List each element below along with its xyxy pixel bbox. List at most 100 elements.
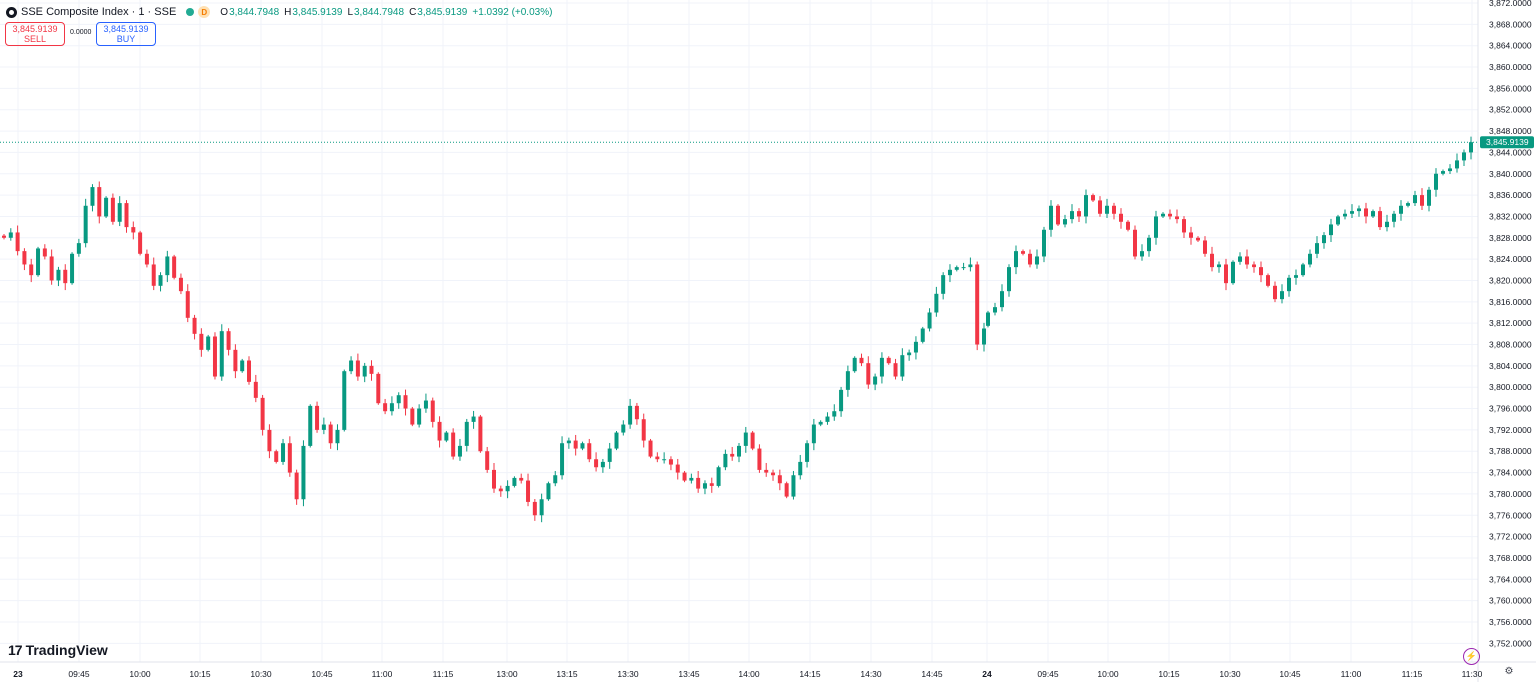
candle-body [1175, 216, 1179, 220]
candle-body [417, 408, 422, 425]
candle [573, 434, 578, 456]
candle-body [1392, 213, 1396, 222]
candle-body [825, 416, 830, 422]
price-tick-label: 3,828.0000 [1489, 233, 1532, 243]
time-tick-label: 24 [982, 669, 992, 679]
candle [1301, 262, 1305, 277]
candle-body [1336, 216, 1340, 225]
close-label: C [409, 6, 417, 18]
candle-body [1133, 229, 1137, 257]
candle [1420, 188, 1424, 211]
candle-body [1441, 171, 1445, 174]
candle-body [471, 416, 476, 422]
candle [777, 469, 782, 491]
candle [737, 442, 741, 463]
candle-body [301, 445, 306, 500]
time-tick-label: 10:15 [1158, 669, 1180, 679]
candle [1427, 186, 1431, 212]
candle [532, 498, 537, 521]
candle [1350, 204, 1354, 219]
candle-body [328, 424, 333, 444]
candle [546, 481, 551, 501]
sell-button[interactable]: 3,845.9139 SELL [5, 22, 65, 46]
price-tick-label: 3,808.0000 [1489, 340, 1532, 350]
candle-body [151, 264, 156, 286]
price-tick-label: 3,780.0000 [1489, 489, 1532, 499]
candles [2, 136, 1473, 523]
candle [1056, 204, 1060, 227]
lightning-icon[interactable]: ⚡ [1463, 648, 1480, 665]
candle-body [1007, 267, 1011, 292]
candle [70, 252, 75, 285]
candle-body [594, 459, 599, 468]
candle-body [859, 357, 864, 364]
candle-body [634, 405, 639, 420]
candle [968, 257, 973, 272]
time-tick-label: 09:45 [1037, 669, 1059, 679]
candle [1224, 258, 1228, 291]
candle [464, 418, 469, 452]
candle-body [662, 459, 667, 461]
gear-icon[interactable]: ⚙ [1504, 666, 1514, 677]
candle [226, 328, 231, 356]
candle [342, 369, 347, 432]
candle-body [1224, 264, 1228, 284]
candle-body [1182, 219, 1186, 233]
price-tick-label: 3,752.0000 [1489, 638, 1532, 648]
candle [451, 428, 456, 460]
candle-body [83, 205, 88, 244]
candle [1336, 214, 1340, 227]
candle [986, 310, 990, 328]
candle [253, 374, 258, 403]
candle-body [566, 440, 571, 444]
candle-body [947, 269, 952, 276]
candle [954, 265, 959, 272]
candle-body [185, 291, 190, 318]
time-tick-label: 14:45 [921, 669, 943, 679]
tradingview-logo[interactable]: 17 TradingView [8, 641, 108, 659]
price-tick-label: 3,832.0000 [1489, 211, 1532, 221]
candle-body [1469, 142, 1473, 153]
candle-body [682, 472, 687, 481]
data-badge[interactable]: D [198, 6, 211, 18]
candle-body [1280, 291, 1284, 300]
candle-body [444, 432, 449, 441]
candle [702, 480, 707, 495]
candle-body [15, 232, 20, 252]
price-tick-label: 3,784.0000 [1489, 468, 1532, 478]
candle-body [281, 443, 286, 462]
candle [1315, 236, 1319, 259]
candle-body [478, 416, 483, 452]
buy-button[interactable]: 3,845.9139 BUY [96, 22, 156, 46]
candle-body [410, 408, 415, 425]
price-tick-label: 3,812.0000 [1489, 318, 1532, 328]
candle [389, 396, 394, 416]
candle [1371, 209, 1375, 219]
candle-body [1161, 213, 1165, 217]
chart-header: SSE Composite Index · 1 · SSE D O 3,844.… [6, 4, 557, 20]
candle-body [968, 264, 973, 268]
candle [805, 440, 810, 468]
candle-body [764, 469, 769, 473]
candle-body [1217, 264, 1221, 268]
candle-body [791, 475, 796, 497]
candle-body [355, 360, 360, 377]
market-status-icon[interactable] [186, 8, 195, 16]
candle-body [430, 400, 435, 422]
candle [566, 437, 571, 449]
price-tick-label: 3,864.0000 [1489, 41, 1532, 51]
candle [791, 470, 796, 500]
candle-body [532, 501, 537, 516]
time-axis[interactable]: 23 09:45 10:00 10:15 10:30 10:45 11:00 11:15 13:… [13, 669, 1482, 679]
candle-body [750, 432, 755, 449]
candle-body [1329, 224, 1333, 236]
candle [587, 438, 592, 463]
candle-body [8, 232, 13, 238]
candle [600, 458, 605, 473]
price-tick-label: 3,776.0000 [1489, 510, 1532, 520]
symbol-title[interactable]: SSE Composite Index · 1 · SSE [21, 6, 177, 18]
time-tick-label: 14:30 [860, 669, 882, 679]
time-tick-label: 13:15 [556, 669, 578, 679]
